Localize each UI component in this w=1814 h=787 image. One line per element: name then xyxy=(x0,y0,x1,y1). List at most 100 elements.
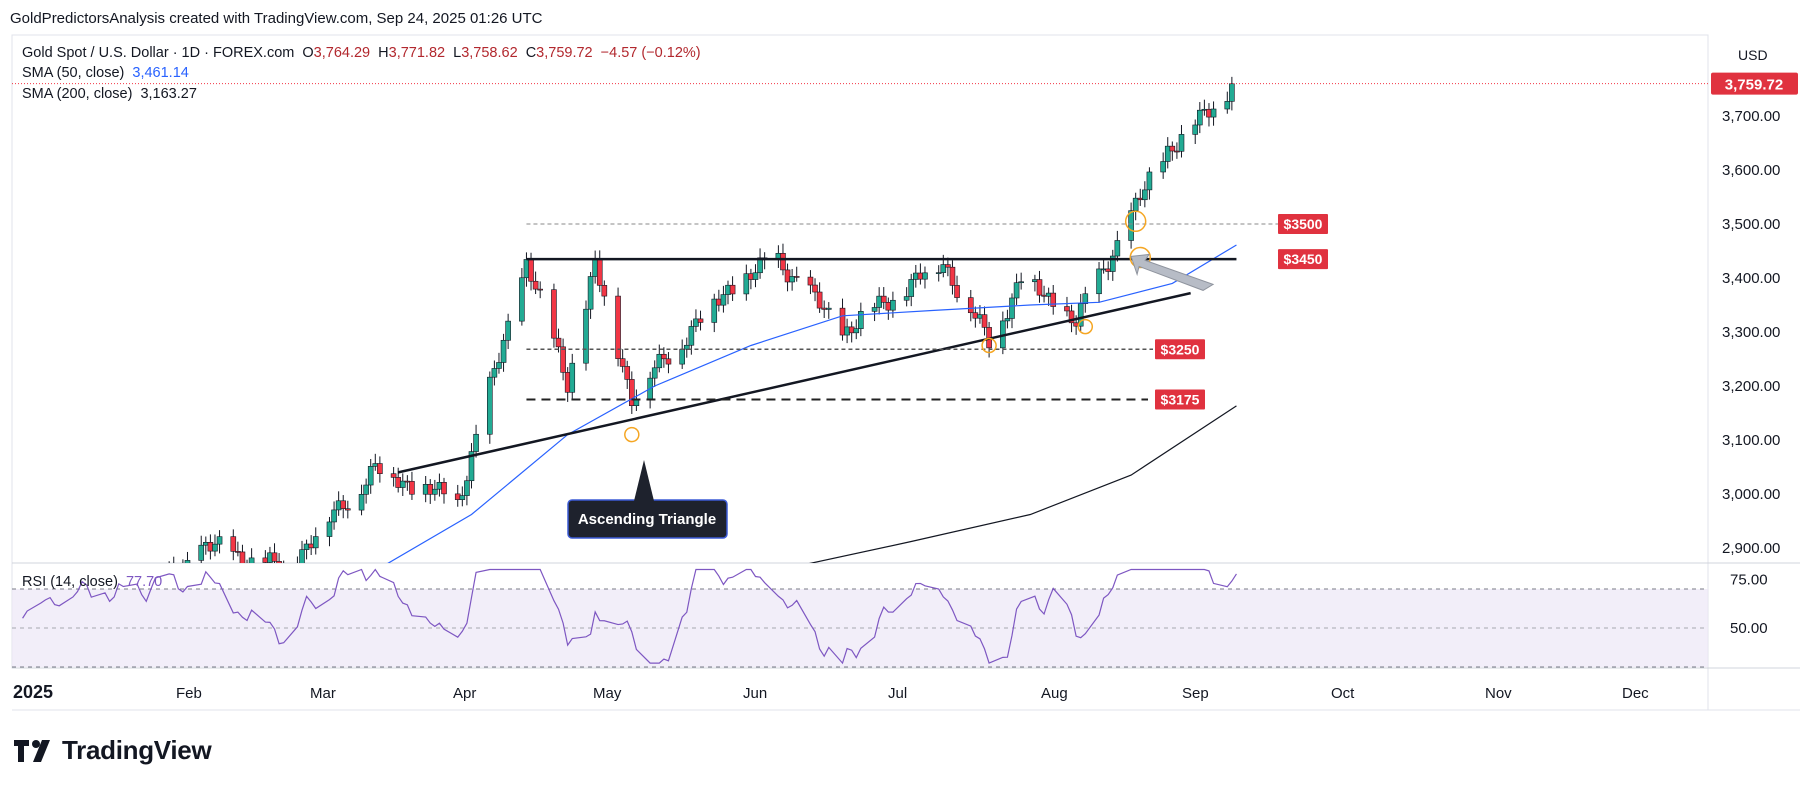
candle-body xyxy=(1192,124,1199,135)
candle-body xyxy=(1077,303,1084,327)
candle-body xyxy=(587,276,594,310)
candle-body xyxy=(949,266,956,286)
candle-body xyxy=(1164,145,1171,162)
high-value: 3,771.82 xyxy=(388,45,446,61)
candle-body xyxy=(239,551,246,563)
candle-body xyxy=(1082,293,1089,304)
candle-body xyxy=(693,318,699,327)
change-value: −4.57 (−0.12%) xyxy=(600,45,701,61)
plot-frame xyxy=(11,34,1709,669)
candle-body xyxy=(409,481,415,495)
candle-body xyxy=(1229,83,1235,102)
candle-body xyxy=(651,367,658,379)
candle-body xyxy=(848,326,855,334)
candle-body xyxy=(235,551,241,553)
candle-body xyxy=(624,366,631,380)
candle-body xyxy=(1160,161,1166,173)
candle-body xyxy=(784,269,791,283)
sma50-legend[interactable]: SMA (50, close) 3,461.14 xyxy=(22,65,189,81)
candle-body xyxy=(890,299,896,311)
level-tag-label: $3175 xyxy=(1161,392,1200,408)
candle-body xyxy=(821,307,827,310)
candle-body xyxy=(748,273,754,280)
chart-attribution: GoldPredictorsAnalysis created with Trad… xyxy=(10,10,543,27)
candle-body xyxy=(505,320,511,341)
candle-body xyxy=(487,376,493,435)
candle-body xyxy=(1174,150,1180,153)
candle-body xyxy=(436,482,443,490)
tradingview-logo[interactable]: TradingView xyxy=(14,735,212,766)
candle-body xyxy=(940,264,947,273)
candle-body xyxy=(1100,268,1107,271)
level-tag xyxy=(1278,214,1328,234)
sma200-label: SMA (200, close) xyxy=(22,86,133,102)
candle-body xyxy=(981,314,988,328)
level-tag-label: $3450 xyxy=(1284,251,1323,267)
candle-body xyxy=(619,358,626,367)
candle-body xyxy=(377,463,383,474)
x-tick-label: Sep xyxy=(1182,685,1209,702)
candle-body xyxy=(473,433,479,452)
callout-pointer xyxy=(634,460,654,501)
candle-body xyxy=(1045,292,1052,297)
candle-body xyxy=(303,543,310,550)
candle-body xyxy=(954,285,960,298)
rsi-legend[interactable]: RSI (14, close) 77.70 xyxy=(22,574,162,590)
candle-body xyxy=(839,307,846,336)
x-tick-label: Oct xyxy=(1331,685,1355,702)
candle-body xyxy=(1032,279,1038,283)
candle-body xyxy=(569,362,576,393)
candle-body xyxy=(679,348,685,365)
level-tag xyxy=(1278,249,1328,270)
x-tick-label: Nov xyxy=(1485,685,1512,702)
candle-body xyxy=(491,368,498,378)
candle-body xyxy=(977,314,983,319)
candle-body xyxy=(812,284,818,293)
breakout-marker xyxy=(1077,318,1094,335)
candle-body xyxy=(1064,306,1070,312)
sma200-legend[interactable]: SMA (200, close) 3,163.27 xyxy=(22,86,197,102)
candle-body xyxy=(683,344,690,350)
candle-body xyxy=(312,536,319,549)
candle-body xyxy=(1036,279,1043,296)
candle-body xyxy=(245,566,250,569)
candle-body xyxy=(757,257,763,274)
breakout-marker xyxy=(1124,210,1147,233)
candle-body xyxy=(496,362,502,369)
candle-body xyxy=(1105,268,1111,272)
callout-label: Ascending Triangle xyxy=(578,511,716,528)
candle-body xyxy=(1128,210,1134,241)
candle-body xyxy=(184,560,191,563)
candle-body xyxy=(464,480,470,496)
y-tick-label: 3,100.00 xyxy=(1722,432,1780,449)
candle-body xyxy=(468,451,475,482)
candle-body xyxy=(615,295,621,359)
candle-body xyxy=(1009,297,1015,319)
candle-body xyxy=(528,259,534,282)
y-tick-label: 2,900.00 xyxy=(1722,540,1780,557)
candle-body xyxy=(825,307,832,310)
rsi-tick-label: 50.00 xyxy=(1730,620,1768,637)
x-tick-label: Jul xyxy=(888,685,907,702)
candle-body xyxy=(1210,108,1217,118)
open-value: 3,764.29 xyxy=(313,45,371,61)
candle-body xyxy=(665,358,672,365)
candle-body xyxy=(793,276,800,278)
candle-body xyxy=(871,307,878,312)
candle-body xyxy=(230,536,237,552)
y-tick-label: 3,400.00 xyxy=(1722,270,1780,287)
candle-body xyxy=(807,276,814,286)
x-tick-label: Jun xyxy=(743,685,767,702)
candles xyxy=(168,76,1237,574)
candle-body xyxy=(858,311,864,329)
candle-body xyxy=(967,297,974,314)
candle-body xyxy=(1068,310,1075,324)
symbol-legend[interactable]: Gold Spot / U.S. Dollar · 1D · FOREX.com… xyxy=(22,45,701,61)
breakout-marker xyxy=(624,426,640,443)
candle-body xyxy=(913,272,919,280)
candle-body xyxy=(1169,145,1176,152)
candle-body xyxy=(752,272,759,280)
candle-body xyxy=(171,566,176,574)
brand-name: TradingView xyxy=(62,735,212,765)
